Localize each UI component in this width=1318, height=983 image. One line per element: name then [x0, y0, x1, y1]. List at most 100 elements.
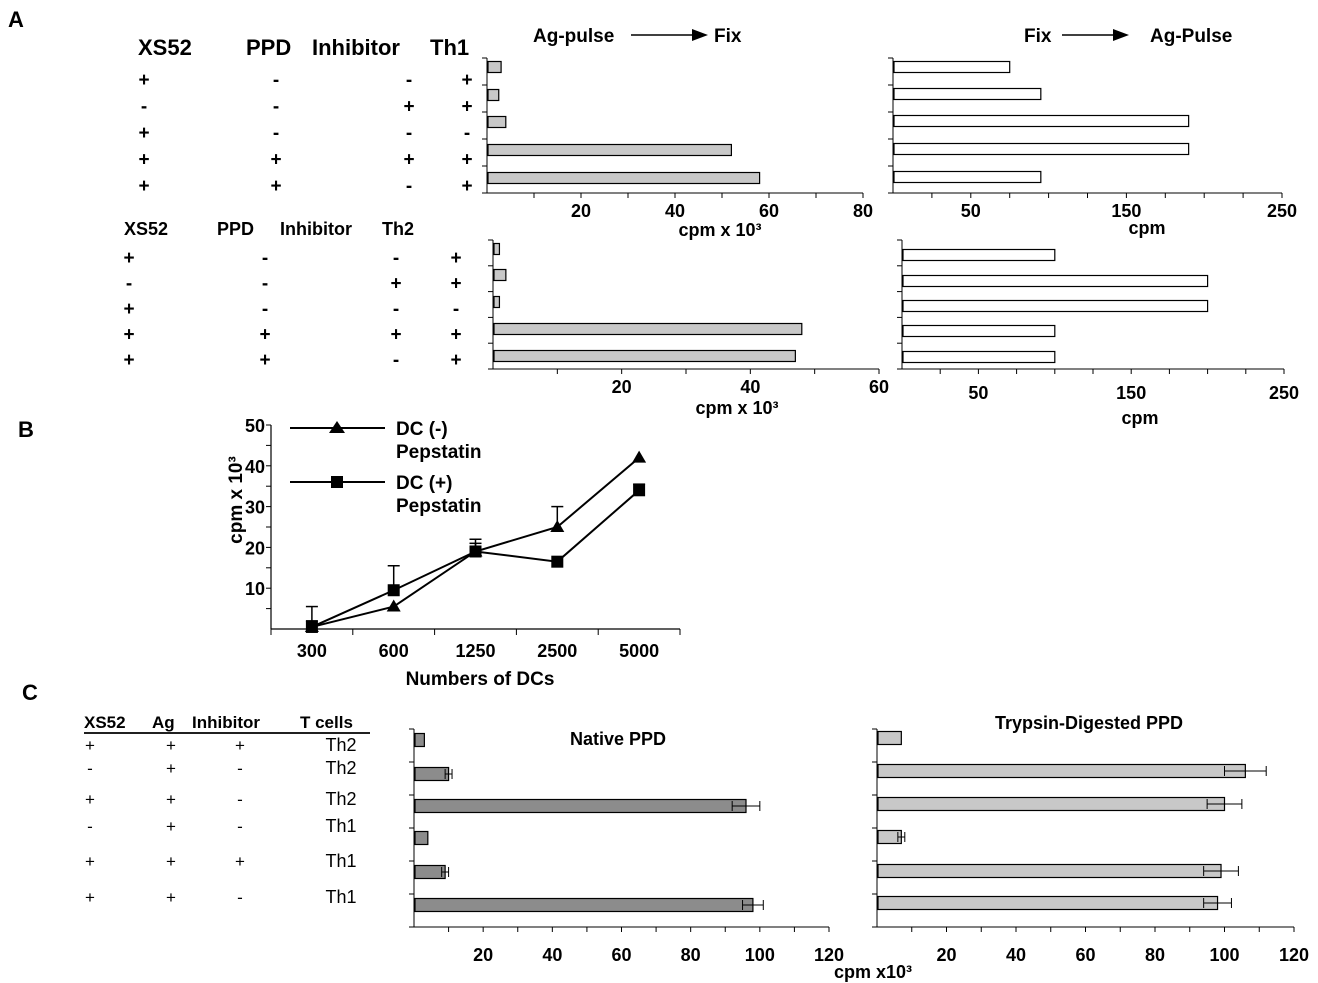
th1-table: XS52 PPD Inhibitor Th1 + - - +- - + ++ - - -+ + + ++…	[138, 35, 473, 197]
bar	[877, 763, 1246, 779]
x-tick-label: 150	[1111, 201, 1141, 221]
table-cell: Th2	[325, 758, 356, 778]
table-cell: +	[123, 350, 134, 371]
table-cell: -	[393, 248, 399, 269]
table-cell: +	[270, 150, 281, 171]
x-tick-label: 2500	[537, 641, 577, 661]
bar	[487, 115, 507, 129]
panel-label-a: A	[8, 7, 24, 32]
table-cell: -	[393, 299, 399, 320]
table-cell: +	[235, 736, 245, 755]
x-tick-label: 100	[745, 945, 775, 965]
panel-label-b: B	[18, 417, 34, 442]
table-cell: +	[450, 274, 461, 295]
bar	[877, 730, 902, 746]
y-axis-label: cpm x 10³	[226, 456, 247, 544]
table-cell: Th2	[325, 735, 356, 755]
square-marker	[305, 620, 318, 633]
bar	[414, 798, 747, 814]
legend-label-line1: DC (+)	[396, 473, 452, 494]
col-header-fix: Fix	[714, 26, 742, 47]
bar	[493, 268, 507, 282]
x-tick-label: 20	[473, 945, 493, 965]
table-cell: +	[235, 852, 245, 871]
table-cell: +	[166, 759, 176, 778]
chart-title: Native PPD	[570, 729, 666, 749]
table-cell: -	[262, 248, 268, 269]
table-cell: -	[87, 817, 93, 836]
table-cell: -	[393, 350, 399, 371]
th2-header-ppd: PPD	[217, 219, 254, 239]
table-cell: -	[273, 123, 279, 144]
x-axis-label: cpm x 10³	[678, 220, 761, 240]
bar	[414, 766, 450, 782]
bar	[877, 863, 1222, 879]
x-tick-label: 1250	[455, 641, 495, 661]
table-cell: +	[390, 274, 401, 295]
x-tick-label: 5000	[619, 641, 659, 661]
bar	[493, 349, 796, 363]
x-tick-label: 80	[1145, 945, 1165, 965]
chart-a-th2-ag-pulse-fix: 20 40 60 cpm x 10³	[488, 239, 889, 418]
table-cell: +	[123, 248, 134, 269]
table-cell: +	[403, 97, 414, 118]
table-cell: +	[166, 817, 176, 836]
bar	[487, 171, 761, 185]
bar	[902, 324, 1056, 338]
table-cell: +	[403, 150, 414, 171]
col-header-ag-pulse: Ag-pulse	[533, 26, 614, 47]
panel-label-c: C	[22, 680, 38, 705]
tcell-table: XS52 Ag Inhibitor T cells + + + Th2- + - Th2+ +…	[84, 713, 370, 907]
legend-label-line2: Pepstatin	[396, 496, 482, 517]
x-tick-label: 20	[936, 945, 956, 965]
x-tick-label: 100	[1209, 945, 1239, 965]
table-cell: Th1	[325, 816, 356, 836]
square-marker	[387, 584, 400, 597]
bar	[877, 796, 1226, 812]
table-cell: +	[259, 325, 270, 346]
x-axis-label: cpm	[1128, 218, 1165, 238]
bar	[902, 274, 1209, 288]
bar	[414, 732, 425, 748]
triangle-marker	[550, 520, 565, 532]
legend-square-icon	[331, 476, 343, 488]
th1-header-xs52: XS52	[138, 35, 192, 60]
table-cell: -	[273, 70, 279, 91]
chart-title: Trypsin-Digested PPD	[995, 713, 1183, 733]
table-cell: +	[450, 248, 461, 269]
table-cell: -	[273, 97, 279, 118]
triangle-marker	[386, 599, 401, 612]
y-tick-label: 10	[245, 579, 265, 599]
arrow-right-icon	[692, 29, 708, 41]
x-tick-label: 40	[740, 377, 760, 397]
x-tick-label: 250	[1269, 383, 1299, 403]
table-cell: -	[262, 274, 268, 295]
table-cell: Th1	[325, 887, 356, 907]
chart-a-fix-ag-pulse: 50 150 250 cpm	[888, 57, 1297, 238]
bar	[902, 350, 1056, 364]
bar	[877, 895, 1219, 911]
th1-header-ppd: PPD	[246, 35, 291, 60]
bar	[902, 299, 1209, 313]
table-cell: +	[138, 70, 149, 91]
y-tick-label: 30	[245, 498, 265, 518]
th2-table: XS52 PPD Inhibitor Th2 + - - +- - + ++ - - -+ + + ++…	[123, 219, 461, 371]
x-tick-label: 300	[297, 641, 327, 661]
table-cell: +	[450, 325, 461, 346]
tcell-header-ag: Ag	[152, 713, 175, 732]
x-tick-label: 40	[542, 945, 562, 965]
col-header-right: Fix Ag-Pulse	[1024, 26, 1232, 47]
table-cell: +	[166, 736, 176, 755]
bar	[493, 295, 501, 309]
col-header-fix-2: Fix	[1024, 26, 1052, 47]
tcell-header-t-cells: T cells	[300, 713, 353, 732]
table-cell: +	[461, 97, 472, 118]
table-cell: -	[464, 123, 470, 144]
table-cell: +	[166, 852, 176, 871]
square-marker	[551, 555, 564, 568]
bar	[893, 60, 1011, 74]
th1-header-th1: Th1	[430, 35, 469, 60]
table-cell: +	[85, 790, 95, 809]
